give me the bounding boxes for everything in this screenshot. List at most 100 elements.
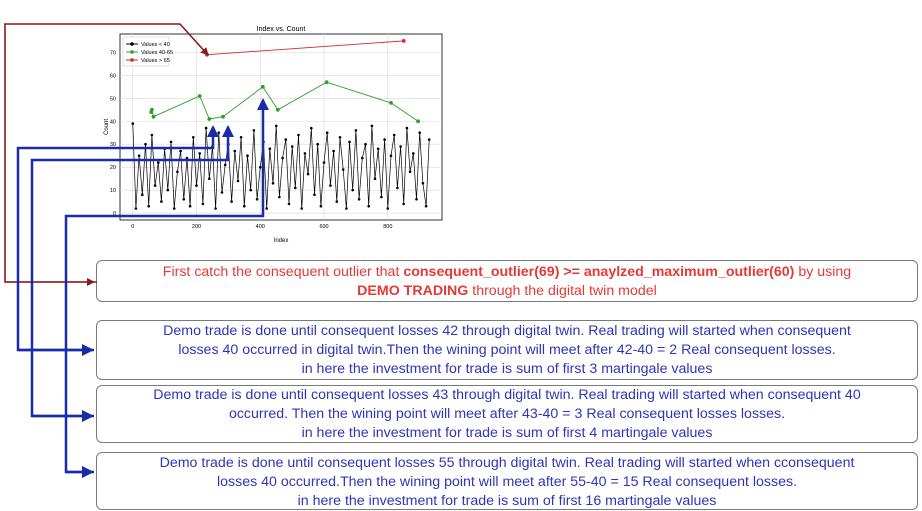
box1-line1: First catch the consequent outlier that … <box>97 263 917 282</box>
series-point-1 <box>275 107 280 112</box>
series-point-0 <box>176 170 179 174</box>
box4-line3: in here the investment for trade is sum … <box>297 493 717 509</box>
series-point-0 <box>322 161 326 164</box>
series-point-0 <box>198 152 201 155</box>
legend-marker-black <box>130 42 134 46</box>
series-point-0 <box>166 188 170 192</box>
series-point-0 <box>325 131 329 134</box>
series-point-0 <box>338 136 342 139</box>
series-point-0 <box>274 124 278 128</box>
legend-label-red: Values > 65 <box>141 58 170 64</box>
series-point-0 <box>329 184 332 187</box>
demo-trade-42-box: Demo trade is done until consequent loss… <box>96 320 918 380</box>
series-point-0 <box>316 142 320 146</box>
series-point-0 <box>389 154 393 157</box>
series-point-0 <box>402 202 406 206</box>
series-point-0 <box>211 145 214 148</box>
series-point-0 <box>150 133 154 137</box>
series-point-0 <box>345 207 348 210</box>
chart-title: Index vs. Count <box>257 26 306 33</box>
series-point-0 <box>252 129 256 132</box>
series-point-0 <box>303 152 307 155</box>
box3-line3: in here the investment for trade is sum … <box>301 425 713 441</box>
series-point-1 <box>150 107 154 112</box>
box2-line3: in here the investment for trade is sum … <box>301 361 713 377</box>
series-point-0 <box>255 198 259 201</box>
series-point-0 <box>396 186 399 190</box>
y-tick-label: 70 <box>110 50 116 56</box>
legend: Values < 40 Values 40-65 Values > 65 <box>122 36 173 67</box>
box2-line1: Demo trade is done until consequent loss… <box>163 323 851 339</box>
x-tick-label: 0 <box>131 224 134 230</box>
series-point-0 <box>204 126 208 130</box>
y-tick-label: 20 <box>110 165 116 171</box>
series-point-0 <box>412 152 415 155</box>
series-point-0 <box>367 204 371 208</box>
y-tick-label: 0 <box>113 211 116 217</box>
series-point-0 <box>399 145 402 148</box>
x-tick-label: 800 <box>383 224 392 230</box>
series-point-0 <box>147 204 150 208</box>
y-tick-label: 10 <box>110 188 116 194</box>
series-point-0 <box>418 131 422 134</box>
box2-line2: losses 40 occurred in digital twin.Then … <box>178 342 836 358</box>
series-point-0 <box>313 193 316 196</box>
series-point-0 <box>408 170 412 174</box>
series-point-0 <box>348 140 351 144</box>
series-point-0 <box>427 138 431 141</box>
series-point-0 <box>297 133 300 137</box>
outlier-catch-box: First catch the consequent outlier that … <box>96 260 918 302</box>
series-point-0 <box>300 207 304 210</box>
series-point-0 <box>259 165 262 169</box>
series-point-0 <box>341 168 345 171</box>
series-point-0 <box>351 188 355 192</box>
series-point-0 <box>169 140 173 144</box>
y-axis-label: Count <box>104 119 110 135</box>
series-point-0 <box>239 136 243 139</box>
series-point-0 <box>415 198 418 201</box>
box3-line1: Demo trade is done until consequent loss… <box>153 387 861 403</box>
series-point-1 <box>260 84 265 89</box>
legend-label-black: Values < 40 <box>141 42 170 48</box>
y-tick-label: 50 <box>110 96 116 102</box>
series-point-0 <box>182 198 186 201</box>
series-point-0 <box>424 204 428 208</box>
y-tick-label: 40 <box>110 119 116 125</box>
series-point-0 <box>220 191 224 194</box>
legend-label-green: Values 40-65 <box>141 50 173 56</box>
series-point-0 <box>141 193 144 196</box>
box1-line1-bold: consequent_outlier(69) >= anaylzed_maxim… <box>403 264 795 280</box>
series-point-0 <box>208 177 211 180</box>
series-point-0 <box>201 202 205 206</box>
y-tick-label: 30 <box>110 142 116 148</box>
box3-line2: occurred. Then the wining point will mee… <box>228 406 786 422</box>
series-point-0 <box>376 147 380 151</box>
series-point-0 <box>137 154 141 157</box>
box1-line2-suffix: through the digital twin model <box>468 283 657 299</box>
series-point-0 <box>319 204 323 208</box>
series-point-1 <box>151 114 156 119</box>
series-point-0 <box>188 204 192 208</box>
x-tick-label: 200 <box>192 224 201 230</box>
legend-marker-red <box>130 58 134 62</box>
series-point-0 <box>284 138 288 141</box>
series-point-0 <box>380 195 383 199</box>
box1-line2-bold: DEMO TRADING <box>357 283 469 299</box>
index-vs-count-chart: 0 200 400 600 800 0 10 20 30 40 50 60 70 Index vs. C… <box>104 26 443 244</box>
series-point-0 <box>265 207 269 210</box>
series-point-0 <box>287 202 291 206</box>
series-point-0 <box>192 136 195 139</box>
series-point-0 <box>373 177 377 180</box>
series-point-0 <box>281 156 284 160</box>
series-point-0 <box>230 200 233 203</box>
series-point-0 <box>361 156 364 160</box>
series-point-0 <box>332 149 335 153</box>
series-point-0 <box>172 207 176 210</box>
series-point-0 <box>271 182 275 185</box>
series-line-2 <box>206 40 404 56</box>
series-point-0 <box>405 126 409 130</box>
series-point-1 <box>389 101 393 105</box>
series-point-0 <box>243 204 246 208</box>
x-tick-label: 600 <box>319 224 328 230</box>
series-point-0 <box>335 200 339 203</box>
